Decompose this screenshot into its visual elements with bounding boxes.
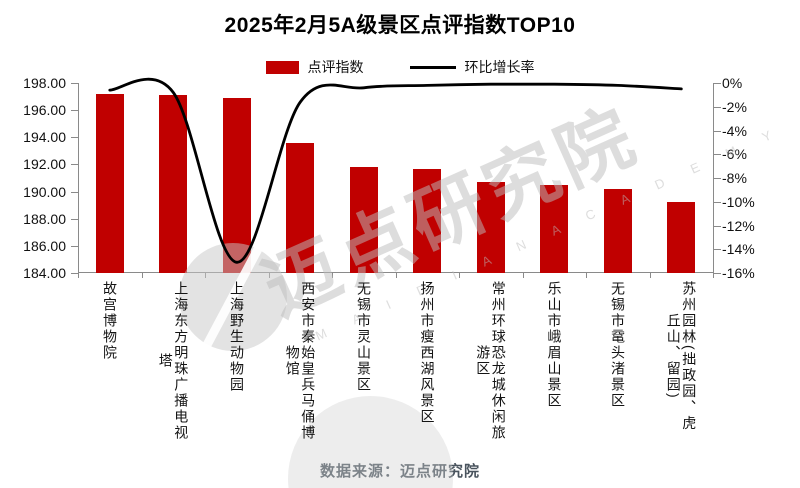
category-label-line: 常州环球恐龙城休闲旅 xyxy=(490,281,507,441)
left-axis-tick-label: 194.00 xyxy=(23,129,66,146)
x-axis-tickmark xyxy=(459,273,460,278)
x-axis-tickmark xyxy=(522,273,524,278)
bar-上海野生动物园 xyxy=(222,97,251,273)
left-axis-tickmark xyxy=(71,164,78,166)
category-label-line: 无锡市鼋头渚景区 xyxy=(610,281,627,409)
right-axis-tickmark xyxy=(714,249,721,251)
legend: 点评指数 环比增长率 xyxy=(0,56,800,78)
category-label-line: 丘山、留园) xyxy=(665,313,682,400)
legend-bar-swatch-icon xyxy=(265,60,299,74)
category-label: 常州环球恐龙城休闲旅 游区 xyxy=(475,281,507,441)
x-axis-tickmark xyxy=(395,273,397,278)
right-axis-tick-label: -6% xyxy=(722,146,747,163)
left-axis-tickmark xyxy=(71,191,78,193)
category-label-line: 上海东方明珠广播电视 xyxy=(173,281,190,441)
right-axis-tick-label: -2% xyxy=(722,98,747,115)
left-axis-tick-label: 198.00 xyxy=(23,75,66,91)
right-axis-tickmark xyxy=(714,154,721,156)
category-label: 无锡市鼋头渚景区 xyxy=(610,281,627,409)
left-axis-tick-label: 188.00 xyxy=(23,210,66,227)
left-axis-tick-label: 190.00 xyxy=(23,183,66,200)
right-axis-tick-label: -12% xyxy=(722,217,755,234)
category-label: 无锡市灵山景区 xyxy=(356,281,373,393)
left-axis-tickmark xyxy=(71,245,78,247)
left-axis-tick-label: 186.00 xyxy=(23,237,66,254)
right-axis-tickmark xyxy=(714,201,721,203)
legend-line-swatch-icon xyxy=(409,65,456,69)
bar-西安市秦始皇兵马俑博物馆 xyxy=(286,142,315,273)
x-axis-tickmark xyxy=(205,273,206,278)
x-axis-tickmark xyxy=(586,273,587,278)
x-axis-tickmark xyxy=(332,273,333,278)
bar-无锡市鼋头渚景区 xyxy=(603,188,632,273)
legend-line-label: 环比增长率 xyxy=(464,59,535,75)
right-axis-tick-label: -10% xyxy=(722,193,755,210)
left-axis-line xyxy=(78,83,79,273)
bottom-axis-line xyxy=(78,272,714,273)
right-axis-line xyxy=(713,83,714,273)
bar-故宫博物院 xyxy=(95,93,124,273)
category-label-line: 乐山市峨眉山景区 xyxy=(546,281,563,409)
bar-乐山市峨眉山景区 xyxy=(540,184,569,273)
right-axis-tick-label: -8% xyxy=(722,170,747,186)
left-axis-tick-label: 184.00 xyxy=(23,265,66,281)
right-axis-tickmark xyxy=(714,178,721,179)
right-axis-tick-label: 0% xyxy=(722,75,743,91)
category-label-line: 游区 xyxy=(475,345,492,377)
category-label-line: 西安市秦始皇兵马俑博 xyxy=(300,281,317,441)
right-axis-tick-label: -4% xyxy=(722,122,747,139)
right-axis-tickmark xyxy=(714,83,721,84)
right-axis-tick-label: -14% xyxy=(722,241,755,258)
x-axis-tickmark xyxy=(649,273,651,278)
left-axis-tickmark xyxy=(71,137,78,139)
category-label: 扬州市瘦西湖风景区 xyxy=(419,281,436,425)
bar-常州环球恐龙城休闲旅游区 xyxy=(476,182,505,273)
category-label-line: 扬州市瘦西湖风景区 xyxy=(419,281,436,425)
x-axis-tickmark xyxy=(78,273,79,278)
x-axis-tickmark xyxy=(713,273,714,278)
category-label: 乐山市峨眉山景区 xyxy=(546,281,563,409)
legend-bar-label: 点评指数 xyxy=(307,59,364,75)
right-axis-tickmark xyxy=(714,273,721,274)
category-label-line: 物馆 xyxy=(284,345,301,377)
category-label-line: 塔 xyxy=(157,353,174,369)
growth-rate-line-path xyxy=(108,77,683,264)
chart-title: 2025年2月5A级景区点评指数TOP10 xyxy=(224,14,576,37)
category-label: 苏州园林(拙政园、虎 丘山、留园) xyxy=(665,281,698,432)
legend-item-bar: 点评指数 xyxy=(265,57,364,77)
right-axis-tickmark xyxy=(714,106,721,108)
bar-上海东方明珠广播电视塔 xyxy=(159,95,188,273)
category-label: 上海野生动物园 xyxy=(229,281,246,393)
left-axis-tick-label: 192.00 xyxy=(23,156,66,173)
category-label-line: 无锡市灵山景区 xyxy=(356,281,373,393)
category-label: 上海东方明珠广播电视塔 xyxy=(157,281,190,441)
right-axis-tick-label: -16% xyxy=(722,265,755,281)
x-axis-tickmark xyxy=(141,273,143,278)
left-axis-tickmark xyxy=(71,83,78,84)
left-axis-tickmark xyxy=(71,110,78,112)
data-source: 数据来源：迈点研究院 xyxy=(319,463,480,480)
legend-item-line: 环比增长率 xyxy=(409,57,535,77)
category-label-line: 苏州园林(拙政园、虎 xyxy=(681,281,698,432)
category-label: 故宫博物院 xyxy=(102,281,119,361)
bar-扬州市瘦西湖风景区 xyxy=(413,168,442,273)
right-axis-tickmark xyxy=(714,130,721,132)
category-label: 西安市秦始皇兵马俑博 物馆 xyxy=(284,281,317,441)
left-axis-tick-label: 196.00 xyxy=(23,102,66,119)
left-axis-tickmark xyxy=(71,273,78,274)
bar-苏州园林(拙政园、虎丘山、留园) xyxy=(667,202,696,273)
x-axis-tickmark xyxy=(268,273,270,278)
category-label-line: 故宫博物院 xyxy=(102,281,119,361)
bar-无锡市灵山景区 xyxy=(349,167,378,273)
category-label-line: 上海野生动物园 xyxy=(229,281,246,393)
right-axis-tickmark xyxy=(714,225,721,227)
left-axis-tickmark xyxy=(71,218,78,220)
